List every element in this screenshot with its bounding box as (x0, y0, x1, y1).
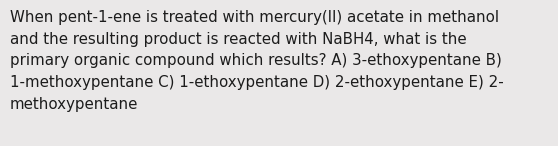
Text: When pent-1-ene is treated with mercury(II) acetate in methanol
and the resultin: When pent-1-ene is treated with mercury(… (10, 10, 504, 112)
